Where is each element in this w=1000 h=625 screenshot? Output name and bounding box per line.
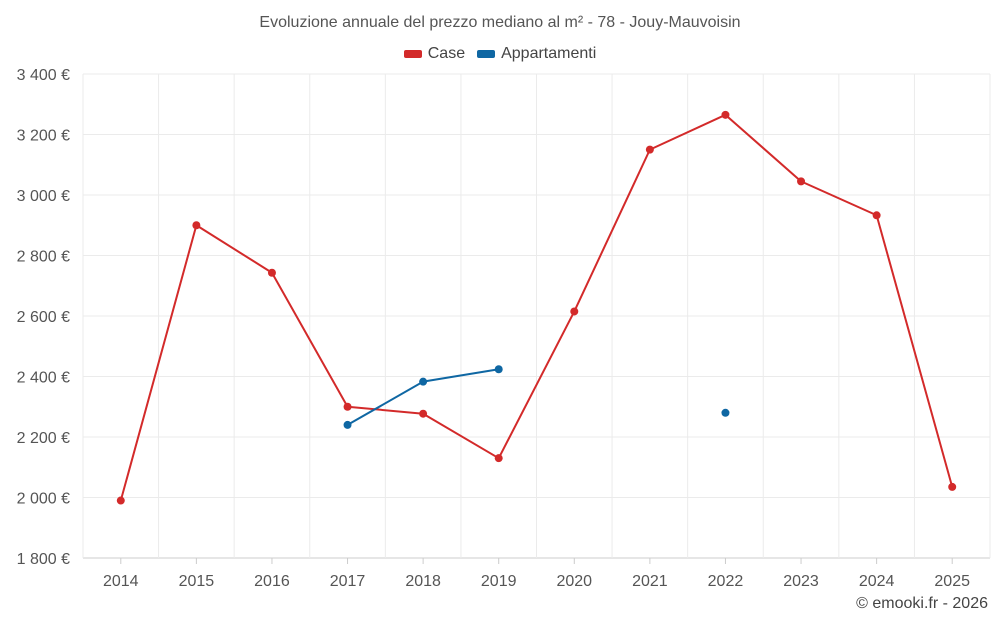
legend-item-appartamenti[interactable]: Appartamenti	[477, 45, 596, 63]
legend-swatch-case	[403, 50, 422, 58]
data-point-case-2024	[872, 211, 881, 220]
data-point-case-2021	[645, 145, 654, 154]
y-tick-label: 3 000 €	[17, 188, 70, 205]
x-tick-label: 2025	[934, 573, 970, 590]
x-tick-label: 2024	[859, 573, 895, 590]
y-tick-label: 2 200 €	[17, 430, 70, 447]
data-point-case-2025	[948, 482, 957, 491]
credit-text: © emooki.fr - 2026	[856, 595, 988, 612]
chart-title: Evoluzione annuale del prezzo mediano al…	[259, 14, 741, 31]
data-point-case-2023	[797, 177, 806, 186]
legend-label-appartamenti: Appartamenti	[501, 45, 597, 62]
series-line-case	[119, 113, 954, 501]
legend-item-case[interactable]: Case	[403, 45, 466, 63]
data-point-appartamenti-2018	[419, 377, 428, 386]
x-tick-label: 2017	[330, 573, 366, 590]
data-point-case-2014	[116, 496, 125, 505]
data-point-case-2015	[192, 221, 201, 230]
data-point-case-2020	[570, 307, 579, 316]
y-tick-label: 3 400 €	[17, 67, 70, 84]
x-tick-label: 2022	[708, 573, 744, 590]
data-point-case-2017	[343, 402, 352, 411]
data-point-appartamenti-2019	[494, 365, 503, 374]
legend-label-case: Case	[427, 45, 466, 62]
data-point-case-2016	[267, 268, 276, 277]
y-tick-label: 2 800 €	[17, 249, 70, 266]
y-tick-label: 2 000 €	[17, 491, 70, 508]
data-point-case-2019	[494, 454, 503, 463]
legend-swatch-appartamenti	[477, 50, 496, 58]
x-tick-label: 2020	[556, 573, 592, 590]
y-tick-label: 1 800 €	[17, 551, 70, 568]
data-point-case-2018	[419, 409, 428, 418]
x-tick-label: 2018	[405, 573, 441, 590]
x-tick-label: 2016	[254, 573, 290, 590]
y-tick-label: 2 600 €	[17, 309, 70, 326]
legend: Case Appartamenti	[0, 45, 1000, 63]
x-tick-label: 2021	[632, 573, 668, 590]
data-point-appartamenti-2022	[721, 408, 730, 417]
y-tick-label: 3 200 €	[17, 128, 70, 145]
data-point-appartamenti-2017	[343, 420, 352, 429]
x-tick-label: 2014	[103, 573, 139, 590]
y-tick-label: 2 400 €	[17, 370, 70, 387]
x-tick-label: 2019	[481, 573, 517, 590]
x-tick-label: 2015	[179, 573, 215, 590]
data-point-case-2022	[721, 110, 730, 119]
x-tick-label: 2023	[783, 573, 819, 590]
